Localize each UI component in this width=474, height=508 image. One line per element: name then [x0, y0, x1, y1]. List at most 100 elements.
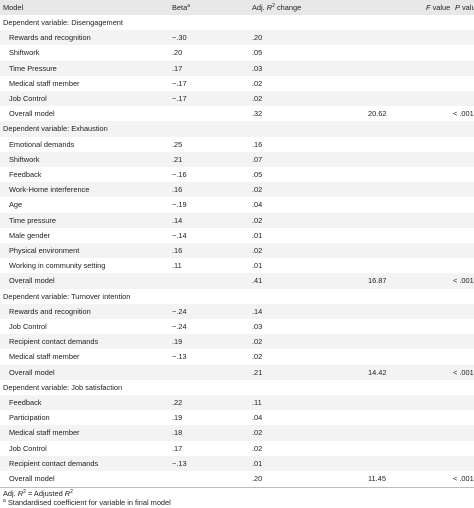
f-value-cell: 16.87 — [368, 276, 387, 286]
adj-r2-cell: .02 — [252, 246, 263, 255]
table-row: Job Control −.24 .03 — [0, 319, 474, 334]
row-label: Dependent variable: Job satisfaction — [3, 382, 123, 392]
adj-r2-cell: .32 — [252, 109, 263, 119]
table-row: Working in community setting .11 .01 — [0, 258, 474, 273]
table-row: Recipient contact demands .19 .02 — [0, 334, 474, 350]
adj-r2-cell: .04 — [252, 200, 263, 210]
beta-cell: −.17 — [172, 78, 187, 88]
row-label: Work-Home interference — [9, 185, 90, 195]
beta-cell: .16 — [172, 185, 183, 195]
beta-cell: .18 — [172, 428, 183, 438]
beta-cell: −.13 — [172, 458, 187, 468]
table-row: Job Control .17 .02 — [0, 441, 474, 456]
table-header: Model Betaa Adj. R2 change F value P val… — [0, 0, 474, 15]
beta-cell: .19 — [172, 413, 183, 423]
section-row: Dependent variable: Exhaustion — [0, 121, 474, 137]
adj-r2-cell: .02 — [252, 94, 263, 103]
row-label: Emotional demands — [9, 139, 75, 149]
adj-r2-cell: .14 — [252, 306, 263, 316]
table-row: Shiftwork .21 .07 — [0, 151, 474, 167]
table-row: Recipient contact demands −.13 .01 — [0, 455, 474, 471]
beta-cell: −.24 — [172, 306, 187, 316]
table-bottom-rule — [0, 487, 474, 489]
adj-r2-cell: .07 — [252, 154, 263, 164]
adj-r2-cell: .20 — [252, 33, 263, 43]
adj-r2-cell: .02 — [252, 337, 263, 347]
adj-r2-cell: .02 — [252, 352, 263, 362]
row-label: Job Control — [9, 322, 47, 331]
table-row: Medical staff member −.13 .02 — [0, 349, 474, 364]
adj-r2-cell: .03 — [252, 322, 263, 331]
header-adj-r2-change: Adj. R2 change — [252, 3, 302, 12]
adj-r2-cell: .02 — [252, 215, 263, 225]
header-p-value: P value — [455, 3, 474, 12]
adj-r2-cell: .04 — [252, 413, 263, 423]
table-row: Emotional demands .25 .16 — [0, 137, 474, 152]
overall-model-row: Overall model .32 20.62 < .001 — [0, 106, 474, 121]
beta-cell: .17 — [172, 443, 183, 453]
table-row: Age −.19 .04 — [0, 197, 474, 212]
row-label: Recipient contact demands — [9, 458, 99, 468]
beta-cell: −.24 — [172, 322, 187, 331]
section-row: Dependent variable: Turnover intention — [0, 289, 474, 304]
row-label: Age — [9, 200, 23, 210]
table-row: Physical environment .16 .02 — [0, 243, 474, 259]
adj-r2-cell: .01 — [252, 230, 263, 240]
section-row: Dependent variable: Disengagement — [0, 15, 474, 30]
row-label: Shiftwork — [9, 48, 40, 58]
adj-r2-cell: .02 — [252, 185, 263, 195]
adj-r2-cell: .01 — [252, 458, 263, 468]
row-label: Medical staff member — [9, 352, 80, 362]
adj-r2-cell: .02 — [252, 428, 263, 438]
beta-cell: .17 — [172, 63, 183, 73]
row-label: Time pressure — [9, 215, 56, 225]
beta-cell: .25 — [172, 139, 183, 149]
adj-r2-cell: .02 — [252, 78, 263, 88]
row-label: Overall model — [9, 109, 55, 119]
row-label: Recipient contact demands — [9, 337, 99, 347]
header-model: Model — [3, 3, 24, 12]
row-label: Overall model — [9, 474, 55, 483]
overall-model-row: Overall model .41 16.87 < .001 — [0, 273, 474, 289]
overall-model-row: Overall model .20 11.45 < .001 — [0, 471, 474, 486]
beta-cell: −.19 — [172, 200, 187, 210]
adj-r2-cell: .11 — [252, 398, 262, 407]
adj-r2-cell: .03 — [252, 63, 263, 73]
adj-r2-cell: .21 — [252, 367, 263, 377]
adj-r2-cell: .41 — [252, 276, 263, 286]
row-label: Shiftwork — [9, 154, 40, 164]
beta-cell: −.13 — [172, 352, 187, 362]
f-value-cell: 11.45 — [368, 474, 386, 483]
overall-model-row: Overall model .21 14.42 < .001 — [0, 364, 474, 380]
row-label: Physical environment — [9, 246, 80, 255]
f-value-cell: 14.42 — [368, 367, 387, 377]
adj-r2-cell: .05 — [252, 170, 263, 179]
beta-cell: −.16 — [172, 170, 187, 179]
table-row: Rewards and recognition −.30 .20 — [0, 30, 474, 46]
row-label: Rewards and recognition — [9, 306, 91, 316]
p-value-cell: < .001 — [453, 276, 474, 286]
table-row: Time Pressure .17 .03 — [0, 60, 474, 76]
header-f-value: F value — [426, 3, 451, 12]
row-label: Job Control — [9, 443, 47, 453]
row-label: Time Pressure — [9, 63, 57, 73]
beta-cell: .11 — [172, 261, 182, 271]
table-row: Male gender −.14 .01 — [0, 228, 474, 243]
beta-cell: .22 — [172, 398, 183, 407]
p-value-cell: < .001 — [453, 474, 474, 483]
row-label: Job Control — [9, 94, 47, 103]
row-label: Feedback — [9, 398, 42, 407]
adj-r2-cell: .20 — [252, 474, 263, 483]
p-value-cell: < .001 — [453, 367, 474, 377]
table-row: Job Control −.17 .02 — [0, 91, 474, 107]
table-row: Time pressure .14 .02 — [0, 212, 474, 228]
row-label: Participation — [9, 413, 50, 423]
row-label: Dependent variable: Disengagement — [3, 18, 123, 27]
row-label: Dependent variable: Turnover intention — [3, 291, 131, 301]
beta-cell: −.14 — [172, 230, 187, 240]
adj-r2-cell: .16 — [252, 139, 263, 149]
table-row: Medical staff member −.17 .02 — [0, 76, 474, 91]
adj-r2-cell: .02 — [252, 443, 263, 453]
beta-cell: −.17 — [172, 94, 187, 103]
